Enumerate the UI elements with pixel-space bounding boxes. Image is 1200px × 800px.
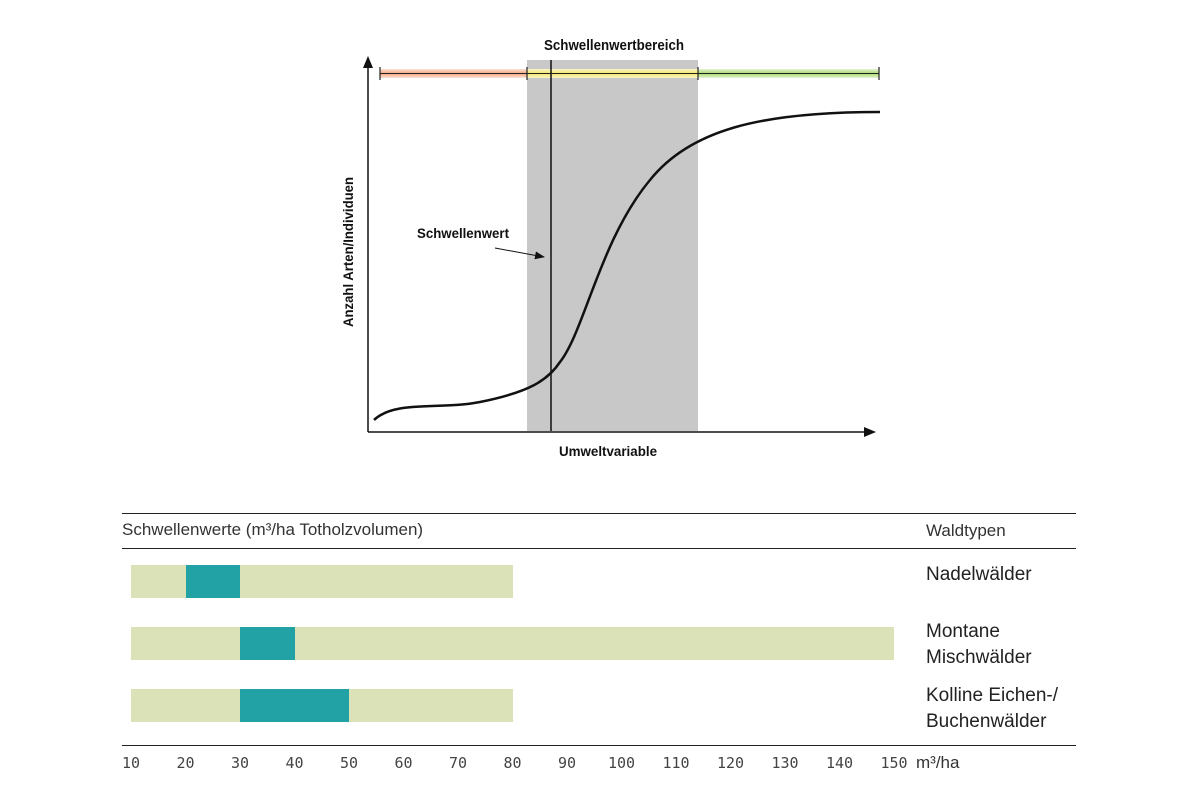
response-curve bbox=[373, 110, 881, 421]
x-tick-label: 100 bbox=[607, 754, 636, 772]
threshold-range-bar bbox=[185, 565, 240, 598]
y-axis-label: Anzahl Arten/Individuen bbox=[340, 177, 356, 327]
forest-type-header: Waldtypen bbox=[926, 521, 1006, 540]
x-tick-label: 50 bbox=[339, 754, 359, 772]
x-axis-label: Umweltvariable bbox=[559, 443, 657, 459]
forest-type-label-line: Mischwälder bbox=[926, 647, 1032, 668]
x-tick-label: 150 bbox=[880, 754, 908, 772]
x-tick-label: 110 bbox=[662, 754, 690, 772]
forest-type-label: Nadelwälder bbox=[926, 562, 1032, 588]
y-axis-arrow bbox=[363, 56, 373, 68]
threshold-concept-chart: Schwellenwertbereich Schwellenwert Umwel… bbox=[340, 37, 881, 459]
threshold-band bbox=[527, 60, 698, 431]
table-header: Schwellenwerte (m³/ha Totholzvolumen) bbox=[122, 520, 424, 539]
x-tick-label: 130 bbox=[771, 754, 799, 772]
x-axis-arrow bbox=[864, 427, 876, 437]
threshold-range-bar bbox=[240, 689, 349, 722]
x-tick-label: 70 bbox=[448, 754, 468, 772]
top-chart-title: Schwellenwertbereich bbox=[544, 37, 684, 54]
forest-type-label-line: Buchenwälder bbox=[926, 711, 1047, 732]
x-tick-label: 60 bbox=[394, 754, 413, 772]
x-tick-label: 40 bbox=[285, 754, 304, 772]
x-tick-label: 120 bbox=[716, 754, 745, 772]
forest-type-label: Montane Mischwälder bbox=[926, 619, 1032, 671]
table-top-rule bbox=[122, 513, 1076, 514]
x-tick-label: 20 bbox=[176, 754, 195, 772]
threshold-annotation: Schwellenwert bbox=[417, 225, 509, 241]
x-tick-label: 10 bbox=[121, 754, 141, 772]
forest-type-label-line: Nadelwälder bbox=[926, 564, 1032, 585]
x-tick-label: 30 bbox=[230, 754, 250, 772]
forest-type-label: Kolline Eichen-/ Buchenwälder bbox=[926, 683, 1058, 735]
x-tick-label: 90 bbox=[557, 754, 577, 772]
axis-rule bbox=[122, 745, 1076, 746]
forest-type-label-line: Montane bbox=[926, 621, 1000, 642]
threshold-range-bar bbox=[240, 627, 295, 660]
threshold-pointer bbox=[494, 247, 545, 260]
x-tick-label: 80 bbox=[503, 754, 522, 772]
x-tick-label: 140 bbox=[825, 754, 854, 772]
x-unit-label: m³/ha bbox=[916, 753, 960, 772]
table-header-rule bbox=[122, 548, 1076, 549]
forest-type-label-line: Kolline Eichen-/ bbox=[926, 685, 1059, 706]
